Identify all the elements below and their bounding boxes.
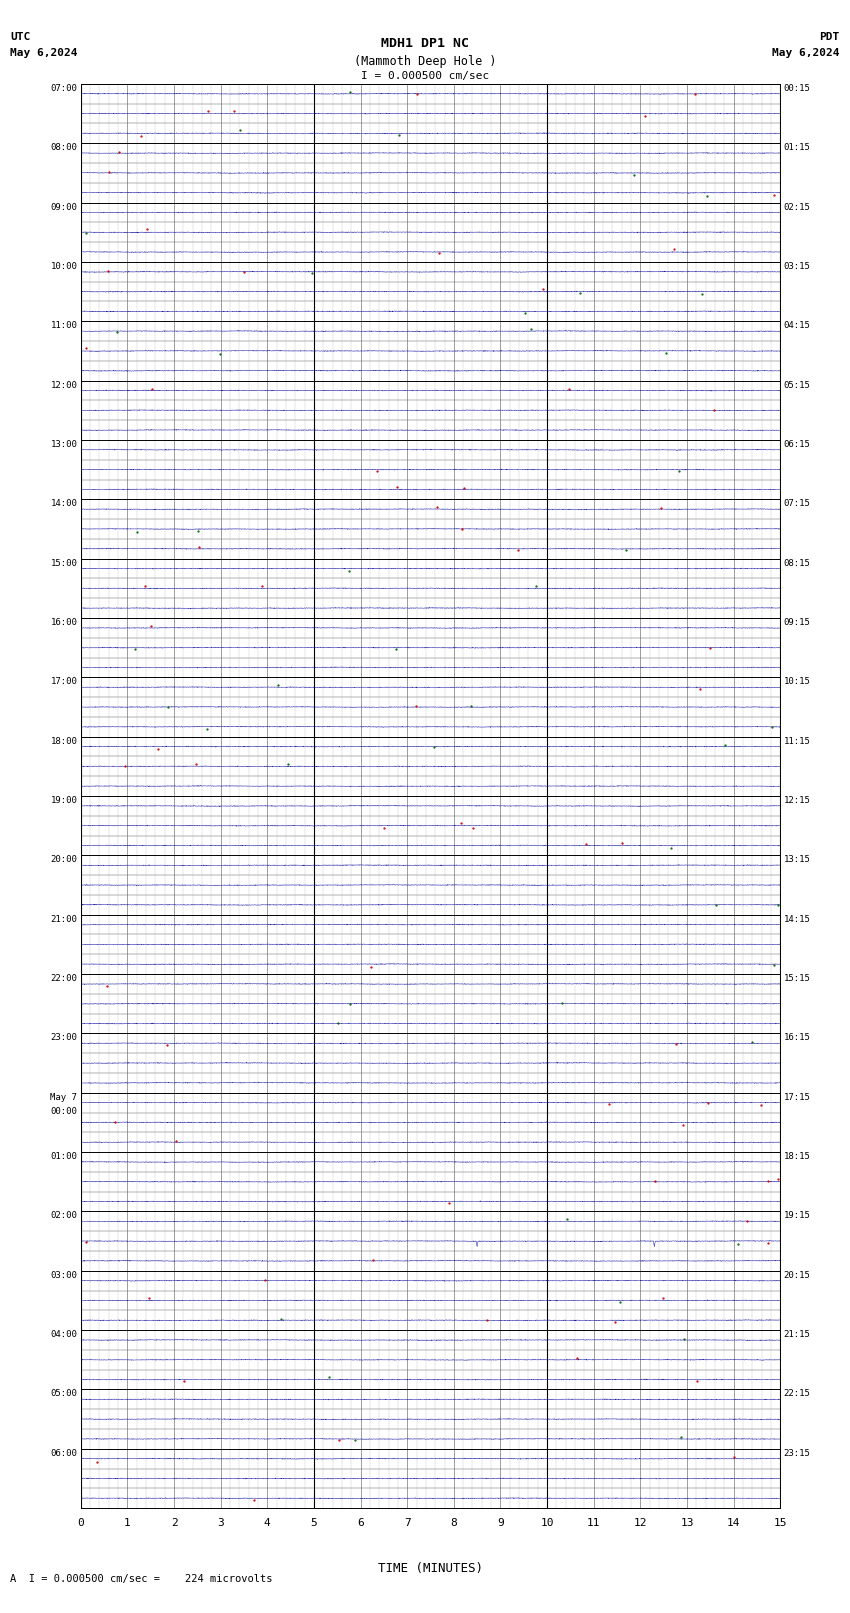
Text: 4: 4 xyxy=(264,1518,270,1528)
Text: May 6,2024: May 6,2024 xyxy=(773,48,840,58)
Text: 19:15: 19:15 xyxy=(784,1211,811,1221)
Text: 07:00: 07:00 xyxy=(50,84,77,94)
Text: 05:00: 05:00 xyxy=(50,1389,77,1398)
Text: 18:00: 18:00 xyxy=(50,737,77,745)
Text: I = 0.000500 cm/sec: I = 0.000500 cm/sec xyxy=(361,71,489,81)
Text: 15: 15 xyxy=(774,1518,787,1528)
Text: 04:15: 04:15 xyxy=(784,321,811,331)
Text: 13:00: 13:00 xyxy=(50,440,77,448)
Text: 14: 14 xyxy=(727,1518,740,1528)
Text: (Mammoth Deep Hole ): (Mammoth Deep Hole ) xyxy=(354,55,496,68)
Text: 17:15: 17:15 xyxy=(784,1092,811,1102)
Text: May 7: May 7 xyxy=(50,1092,77,1102)
Text: 01:15: 01:15 xyxy=(784,144,811,152)
Text: May 6,2024: May 6,2024 xyxy=(10,48,77,58)
Text: TIME (MINUTES): TIME (MINUTES) xyxy=(378,1563,483,1576)
Text: 07:15: 07:15 xyxy=(784,500,811,508)
Text: 20:00: 20:00 xyxy=(50,855,77,865)
Text: 22:15: 22:15 xyxy=(784,1389,811,1398)
Text: 9: 9 xyxy=(497,1518,504,1528)
Text: 12:00: 12:00 xyxy=(50,381,77,390)
Text: MDH1 DP1 NC: MDH1 DP1 NC xyxy=(381,37,469,50)
Text: 01:00: 01:00 xyxy=(50,1152,77,1161)
Text: 09:15: 09:15 xyxy=(784,618,811,627)
Text: A  I = 0.000500 cm/sec =    224 microvolts: A I = 0.000500 cm/sec = 224 microvolts xyxy=(10,1574,273,1584)
Text: UTC: UTC xyxy=(10,32,31,42)
Text: 05:15: 05:15 xyxy=(784,381,811,390)
Text: 16:15: 16:15 xyxy=(784,1034,811,1042)
Text: 00:15: 00:15 xyxy=(784,84,811,94)
Text: 14:00: 14:00 xyxy=(50,500,77,508)
Text: 04:00: 04:00 xyxy=(50,1331,77,1339)
Text: 14:15: 14:15 xyxy=(784,915,811,924)
Text: 22:00: 22:00 xyxy=(50,974,77,982)
Text: 16:00: 16:00 xyxy=(50,618,77,627)
Text: 21:15: 21:15 xyxy=(784,1331,811,1339)
Text: 15:00: 15:00 xyxy=(50,558,77,568)
Text: 10:00: 10:00 xyxy=(50,261,77,271)
Text: 20:15: 20:15 xyxy=(784,1271,811,1279)
Text: 09:00: 09:00 xyxy=(50,203,77,211)
Text: 11: 11 xyxy=(587,1518,600,1528)
Text: 15:15: 15:15 xyxy=(784,974,811,982)
Text: 10: 10 xyxy=(541,1518,554,1528)
Text: 06:15: 06:15 xyxy=(784,440,811,448)
Text: 21:00: 21:00 xyxy=(50,915,77,924)
Text: 02:00: 02:00 xyxy=(50,1211,77,1221)
Text: 13: 13 xyxy=(680,1518,694,1528)
Text: 17:00: 17:00 xyxy=(50,677,77,686)
Text: 08:00: 08:00 xyxy=(50,144,77,152)
Text: 06:00: 06:00 xyxy=(50,1448,77,1458)
Text: 3: 3 xyxy=(218,1518,224,1528)
Text: 02:15: 02:15 xyxy=(784,203,811,211)
Text: 08:15: 08:15 xyxy=(784,558,811,568)
Text: 10:15: 10:15 xyxy=(784,677,811,686)
Text: 8: 8 xyxy=(450,1518,457,1528)
Text: 5: 5 xyxy=(310,1518,317,1528)
Text: 0: 0 xyxy=(77,1518,84,1528)
Text: PDT: PDT xyxy=(819,32,840,42)
Text: 6: 6 xyxy=(357,1518,364,1528)
Text: 23:15: 23:15 xyxy=(784,1448,811,1458)
Text: 7: 7 xyxy=(404,1518,411,1528)
Text: 2: 2 xyxy=(171,1518,178,1528)
Text: 03:15: 03:15 xyxy=(784,261,811,271)
Text: 11:15: 11:15 xyxy=(784,737,811,745)
Text: 03:00: 03:00 xyxy=(50,1271,77,1279)
Text: 23:00: 23:00 xyxy=(50,1034,77,1042)
Text: 13:15: 13:15 xyxy=(784,855,811,865)
Text: 12: 12 xyxy=(633,1518,647,1528)
Text: 00:00: 00:00 xyxy=(50,1107,77,1116)
Text: 11:00: 11:00 xyxy=(50,321,77,331)
Text: 19:00: 19:00 xyxy=(50,797,77,805)
Text: 12:15: 12:15 xyxy=(784,797,811,805)
Text: 1: 1 xyxy=(124,1518,131,1528)
Text: 18:15: 18:15 xyxy=(784,1152,811,1161)
